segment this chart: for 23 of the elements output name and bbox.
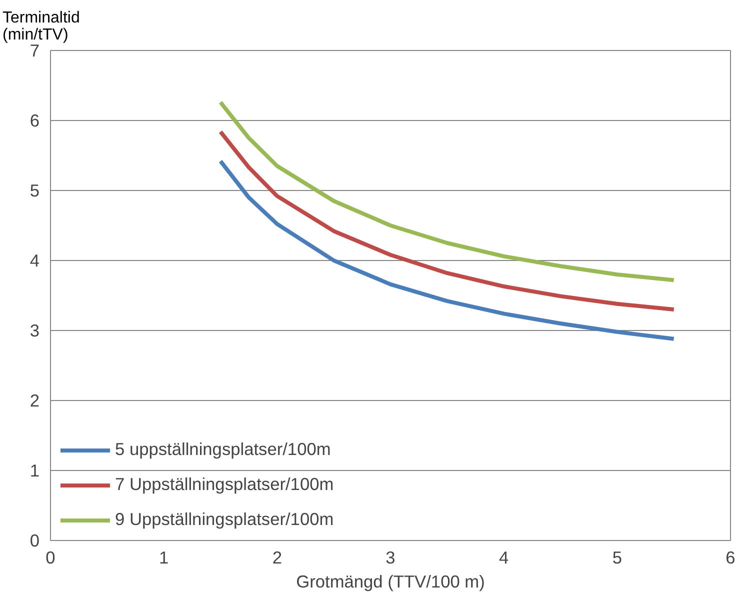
y-tick-label: 5 (30, 180, 40, 200)
x-tick-label: 1 (159, 548, 169, 568)
y-tick-label: 1 (30, 460, 40, 480)
line-series (218, 159, 676, 341)
y-axis-title: Terminaltid (min/tTV) (2, 10, 80, 44)
x-tick-label: 2 (272, 548, 282, 568)
x-tick-label: 0 (46, 548, 56, 568)
legend-label: 9 Uppställningsplatser/100m (115, 509, 334, 530)
x-axis-title: Grotmängd (TTV/100 m) (296, 572, 485, 592)
legend-label: 7 Uppställningsplatser/100m (115, 474, 334, 495)
x-tick-label: 5 (612, 548, 622, 568)
x-tick-label: 6 (726, 548, 736, 568)
y-tick-label: 4 (30, 250, 40, 270)
y-tick-label: 6 (30, 110, 40, 130)
x-tick-label: 3 (386, 548, 396, 568)
y-tick-label: 2 (30, 390, 40, 410)
line-series (218, 130, 676, 312)
legend-label: 5 uppställningsplatser/100m (115, 439, 331, 460)
y-tick-label: 3 (30, 320, 40, 340)
y-tick-label: 0 (30, 530, 40, 550)
x-tick-label: 4 (499, 548, 510, 568)
y-tick-label: 7 (30, 40, 40, 60)
line-series (218, 100, 676, 282)
